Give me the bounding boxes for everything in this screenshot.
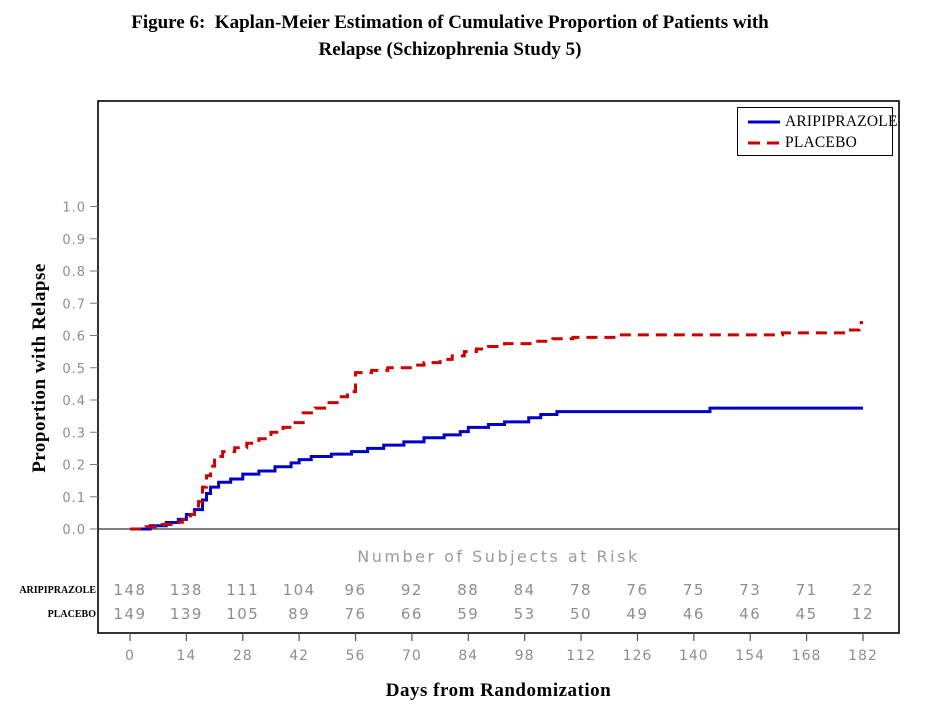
at-risk-count: 76 bbox=[626, 581, 648, 599]
at-risk-count: 22 bbox=[852, 581, 874, 599]
x-tick-label: 0 bbox=[125, 648, 135, 664]
at-risk-count: 104 bbox=[283, 581, 316, 599]
y-tick-label: 0.1 bbox=[62, 491, 86, 506]
x-tick-label: 112 bbox=[566, 648, 596, 664]
x-tick-label: 182 bbox=[848, 648, 878, 664]
at-risk-count: 46 bbox=[683, 605, 705, 623]
x-tick-label: 126 bbox=[623, 648, 653, 664]
at-risk-count: 59 bbox=[457, 605, 479, 623]
at-risk-heading: Number of Subjects at Risk bbox=[357, 547, 640, 566]
y-tick-label: 0.5 bbox=[62, 362, 86, 377]
placebo-curve bbox=[130, 321, 863, 531]
at-risk-count: 88 bbox=[457, 581, 479, 599]
y-tick-label: 0.7 bbox=[62, 297, 86, 312]
at-risk-count: 75 bbox=[683, 581, 705, 599]
y-tick-label: 0.8 bbox=[62, 265, 86, 280]
at-risk-row-label-aripiprazole: ARIPIPRAZOLE bbox=[19, 585, 96, 596]
x-tick-label: 56 bbox=[346, 648, 366, 664]
at-risk-count: 84 bbox=[514, 581, 536, 599]
at-risk-count: 149 bbox=[113, 605, 146, 623]
x-tick-label: 14 bbox=[176, 648, 196, 664]
y-tick-label: 0.0 bbox=[62, 523, 86, 538]
legend: ARIPIPRAZOLE PLACEBO bbox=[737, 107, 897, 156]
legend-label-placebo: PLACEBO bbox=[785, 133, 858, 151]
at-risk-count: 50 bbox=[570, 605, 592, 623]
y-tick-label: 0.3 bbox=[62, 426, 86, 441]
at-risk-count: 139 bbox=[170, 605, 203, 623]
at-risk-row-label-placebo: PLACEBO bbox=[48, 609, 97, 620]
at-risk-count: 96 bbox=[344, 581, 366, 599]
x-tick-label: 98 bbox=[515, 648, 535, 664]
at-risk-count: 92 bbox=[401, 581, 423, 599]
at-risk-count: 46 bbox=[739, 605, 761, 623]
at-risk-count: 111 bbox=[226, 581, 259, 599]
legend-entry-placebo: PLACEBO bbox=[746, 132, 892, 153]
x-tick-label: 42 bbox=[289, 648, 309, 664]
legend-line-sample-aripiprazole bbox=[748, 120, 780, 123]
figure-title: Figure 6: Kaplan-Meier Estimation of Cum… bbox=[0, 9, 900, 63]
at-risk-count: 76 bbox=[344, 605, 366, 623]
at-risk-count: 66 bbox=[401, 605, 423, 623]
at-risk-count: 12 bbox=[852, 605, 874, 623]
y-axis-title: Proportion with Relapse bbox=[29, 263, 50, 473]
y-tick-label: 0.9 bbox=[62, 233, 86, 248]
at-risk-count: 49 bbox=[626, 605, 648, 623]
x-tick-label: 140 bbox=[679, 648, 709, 664]
figure-title-line2: Relapse (Schizophrenia Study 5) bbox=[318, 39, 582, 60]
legend-label-aripiprazole: ARIPIPRAZOLE bbox=[785, 112, 898, 130]
y-tick-label: 0.4 bbox=[62, 394, 86, 409]
x-tick-label: 70 bbox=[402, 648, 422, 664]
plot-box bbox=[97, 100, 900, 634]
x-tick-label: 168 bbox=[792, 648, 822, 664]
at-risk-count: 138 bbox=[170, 581, 203, 599]
y-tick-label: 0.2 bbox=[62, 459, 86, 474]
at-risk-count: 71 bbox=[796, 581, 818, 599]
x-tick-label: 154 bbox=[735, 648, 765, 664]
at-risk-count: 45 bbox=[796, 605, 818, 623]
at-risk-count: 148 bbox=[113, 581, 146, 599]
x-tick-label: 28 bbox=[233, 648, 253, 664]
at-risk-count: 78 bbox=[570, 581, 592, 599]
y-tick-label: 0.6 bbox=[62, 330, 86, 345]
legend-entry-aripiprazole: ARIPIPRAZOLE bbox=[746, 111, 897, 132]
legend-line-sample-placebo bbox=[748, 141, 780, 144]
at-risk-count: 105 bbox=[226, 605, 259, 623]
at-risk-count: 73 bbox=[739, 581, 761, 599]
at-risk-count: 89 bbox=[288, 605, 310, 623]
figure-title-line1: Figure 6: Kaplan-Meier Estimation of Cum… bbox=[131, 12, 769, 33]
at-risk-count: 53 bbox=[514, 605, 536, 623]
x-axis-title: Days from Randomization bbox=[385, 680, 612, 701]
x-tick-label: 84 bbox=[458, 648, 478, 664]
y-tick-label: 1.0 bbox=[62, 201, 86, 216]
aripiprazole-curve bbox=[130, 406, 863, 531]
